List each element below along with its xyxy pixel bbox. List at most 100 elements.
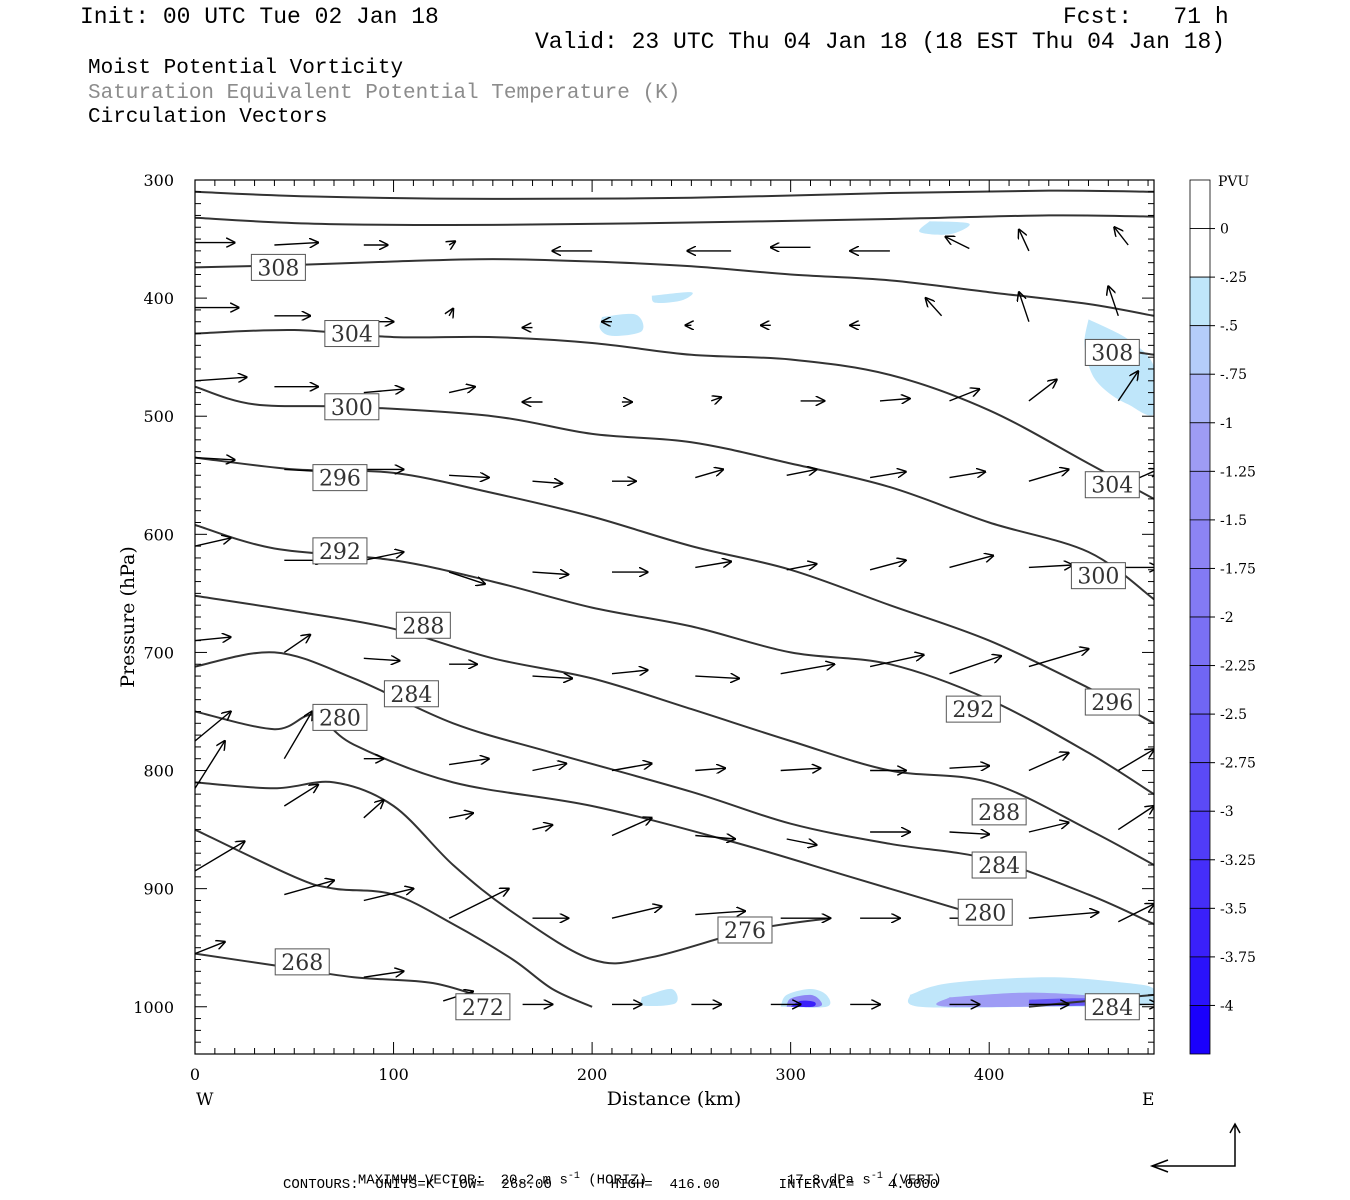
contour-292-7 [195,523,1154,796]
vector-95 [284,880,334,896]
contour-label-288-8-1: 288 [971,798,1027,826]
vector-99 [611,906,662,919]
contour-label-text: 268 [281,951,323,976]
vector-108 [363,971,404,978]
colorbar-cell-17 [1189,1005,1211,1055]
vector-63 [532,676,573,678]
field-title-mpv: Moist Potential Vorticity [88,57,404,80]
contour-label-text: 280 [964,901,1006,926]
vector-20 [926,298,943,317]
vector-88 [695,836,735,840]
contour-label-text: 288 [402,614,444,639]
colorbar-label-8: -2 [1220,610,1234,626]
vector-43 [869,472,906,479]
x-tick-label-400: 400 [974,1065,1005,1084]
vector-106 [195,942,225,955]
horiz-suffix: (HORIZ) [579,1172,648,1189]
vector-69 [1028,649,1089,668]
vector-55 [869,560,906,571]
colorbar-cell-6 [1189,470,1211,521]
vector-47 [195,538,231,547]
colorbar-label-6: -1.5 [1220,513,1247,529]
vector-44 [949,472,986,479]
x-axis-east-label: E [1142,1090,1154,1110]
contour-label-text: 272 [462,996,504,1021]
contour-label-box [1084,993,1140,1021]
contour-label-text: 284 [390,683,432,708]
vector-14 [449,309,453,316]
vert-suffix: (VERT) [882,1172,942,1189]
vector-66 [780,664,835,675]
vector-32 [949,389,980,402]
colorbar-label-9: -2.25 [1220,659,1256,675]
vector-104 [1028,912,1099,919]
x-axis-label: Distance (km) [607,1088,742,1110]
colorbar-cell-12 [1189,762,1211,812]
vector-85 [448,813,473,818]
contour-label-text: 292 [952,698,994,723]
y-tick-label-900: 900 [143,880,174,899]
y-tick-label-500: 500 [143,407,174,426]
contour-label-text: 288 [978,801,1020,826]
x-axis-west-label: W [196,1090,214,1110]
contour-label-300-5-1: 300 [1070,562,1126,590]
reference-vector-icon [1149,1122,1241,1173]
contour-label-box [1084,471,1140,499]
contour-label-292-7-0: 292 [312,537,368,565]
y-tick-label-800: 800 [143,762,174,781]
contour-label-text: 300 [331,396,373,421]
vector-80 [1028,753,1069,772]
vector-29 [710,397,721,401]
contour-308-2 [195,258,1154,317]
max-vert-line: 17.8 dPa s-1 (VERT) [770,1158,942,1188]
contour-label-box [1070,562,1126,590]
vector-56 [949,556,994,569]
contour-label-box [717,916,773,944]
colorbar-cell-11 [1189,713,1211,764]
contour-label-text: 300 [1077,565,1119,590]
colorbar-label-5: -1.25 [1220,464,1256,480]
vector-57 [1028,565,1073,567]
colorbar-label-15: -3.75 [1220,950,1256,966]
contour-label-272-12-0: 272 [455,993,511,1021]
vector-9 [1019,230,1030,252]
colorbar-label-3: -.75 [1220,367,1247,383]
vector-51 [532,572,569,574]
colorbar-label-4: -1 [1220,416,1234,432]
vector-100 [695,911,745,915]
vector-73 [448,759,489,766]
colorbar-cell-10 [1189,665,1211,715]
pv-region-1 [651,292,693,304]
vector-42 [786,469,817,476]
contour-label-box [250,253,306,281]
colorbar-cell-16 [1189,956,1211,1006]
contour-label-296-6-0: 296 [312,464,368,492]
contour-labels: 308 308 304 304 300 300 296 296 292 292 288 288 284 2… [250,253,1140,1021]
contour-label-text: 308 [1091,341,1133,366]
field-title-vectors: Circulation Vectors [88,106,328,129]
vector-39 [532,481,563,483]
pv-shading [599,221,1154,1008]
vector-50 [448,571,485,584]
x-tick-label-200: 200 [577,1065,608,1084]
vector-93 [1117,806,1154,831]
contour-label-box [312,464,368,492]
axis-ticks: 0 100 200 300 400 300 400 500 600 700 800 900 1000 [133,171,1154,1084]
vector-33 [1028,380,1057,402]
contour-label-text: 308 [257,256,299,281]
max-horiz-text: MAXIMUM VECTOR: 20.2 m s [357,1172,568,1189]
colorbar-unit: PVU [1218,174,1250,190]
contour-label-288-8-0: 288 [395,611,451,639]
y-tick-label-700: 700 [143,643,174,662]
vector-38 [449,475,489,477]
vector-91 [949,832,990,834]
vector-8 [946,237,970,250]
vector-60 [283,635,310,653]
contour-label-text: 304 [1091,474,1133,499]
vector-89 [786,838,817,845]
contour-label-text: 284 [1091,996,1133,1021]
colorbar-cell-0 [1189,179,1211,229]
vector-61 [363,658,400,660]
vector-92 [1028,823,1069,833]
